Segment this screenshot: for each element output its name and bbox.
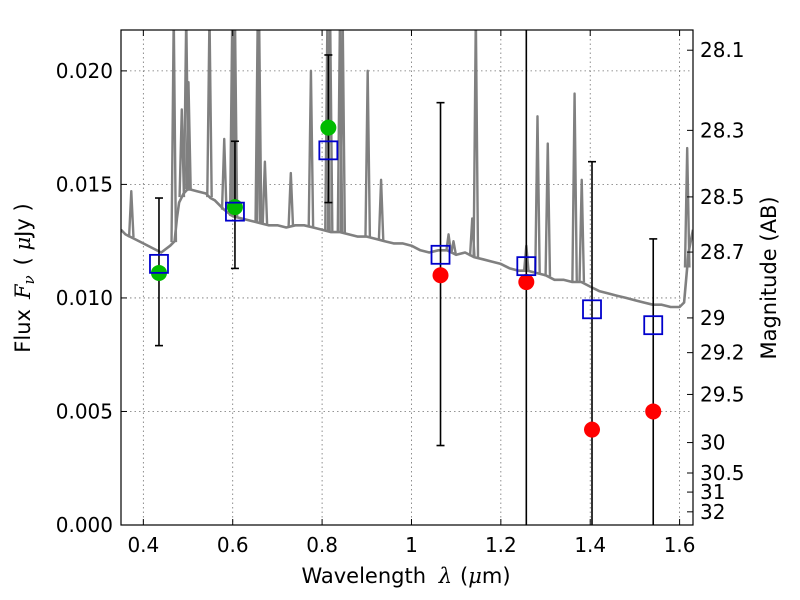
- x-tick-label: 1.2: [485, 533, 517, 557]
- emission-line: [377, 178, 385, 241]
- x-tick-label: 0.6: [217, 533, 249, 557]
- emission-line: [170, 30, 178, 243]
- y2-tick-label: 32: [700, 500, 725, 524]
- model-square: [582, 299, 602, 320]
- emission-line: [534, 115, 541, 274]
- emission-line: [255, 30, 263, 223]
- x-tick-label: 0.8: [306, 533, 338, 557]
- y2-tick-label: 29: [700, 306, 725, 330]
- y2-tick-label: 30: [700, 431, 725, 455]
- grid-lines: [121, 30, 693, 526]
- y2-tick-label: 29.5: [700, 382, 745, 406]
- plot-frame: [120, 29, 694, 526]
- emission-line: [261, 160, 269, 225]
- data-points: [149, 119, 664, 438]
- nondetection-point: [645, 403, 662, 420]
- y-tick-label: 0.010: [56, 286, 113, 310]
- y-tick-label: 0.020: [56, 59, 113, 83]
- nondetection-point: [584, 421, 601, 438]
- y2-tick-label: 29.2: [700, 341, 745, 365]
- y-axis-label: FluxFν( μJy ): [11, 203, 38, 352]
- emission-line: [472, 30, 480, 258]
- model-square: [225, 201, 245, 222]
- emission-line: [127, 190, 135, 238]
- model-square: [149, 253, 169, 274]
- detected-point: [226, 199, 243, 216]
- emission-line: [287, 171, 295, 227]
- y-tick-label: 0.015: [56, 172, 113, 196]
- y2-axis-label: Magnitude (AB): [757, 196, 781, 359]
- x-tick-label: 0.4: [127, 533, 159, 557]
- model-square: [318, 140, 339, 161]
- y2-tick-label: 28.7: [700, 240, 745, 264]
- emission-line: [571, 92, 578, 283]
- y2-tick-label: 31: [700, 480, 725, 504]
- x-axis-label: Wavelength λ (μm): [301, 564, 510, 588]
- y-tick-label: 0.000: [56, 513, 113, 537]
- emission-line: [683, 146, 691, 268]
- emission-line: [339, 30, 347, 233]
- y-tick-label: 0.005: [56, 399, 113, 423]
- x-tick-label: 1: [405, 533, 418, 557]
- x-tick-label: 1.4: [574, 533, 606, 557]
- emission-line: [307, 69, 315, 227]
- y2-tick-label: 28.3: [700, 118, 745, 142]
- y2-tick-label: 28.5: [700, 185, 745, 209]
- model-square: [516, 256, 537, 277]
- nondetection-point: [432, 267, 449, 284]
- y-axis-ticks: 0.000 0.005 0.010 0.015 0.020: [56, 59, 127, 537]
- emission-line: [450, 239, 457, 254]
- y2-tick-label: 30.5: [700, 461, 745, 485]
- emission-line: [254, 30, 262, 223]
- emission-line: [231, 30, 239, 217]
- model-square: [430, 244, 451, 265]
- nondetection-point: [518, 274, 535, 291]
- emission-line: [544, 142, 552, 277]
- emission-line: [364, 69, 372, 237]
- detected-point: [320, 119, 337, 136]
- emission-line: [185, 81, 192, 190]
- spectrum-continuum: [121, 187, 693, 309]
- template-spectrum: [121, 30, 693, 309]
- x-axis-ticks: 0.4 0.6 0.8 1 1.2 1.4 1.6: [127, 30, 696, 557]
- x-tick-label: 1.6: [664, 533, 696, 557]
- y2-tick-label: 28.1: [700, 38, 745, 62]
- emission-line: [220, 137, 228, 210]
- emission-line: [206, 30, 213, 198]
- model-square: [643, 315, 664, 336]
- emission-line: [578, 178, 586, 283]
